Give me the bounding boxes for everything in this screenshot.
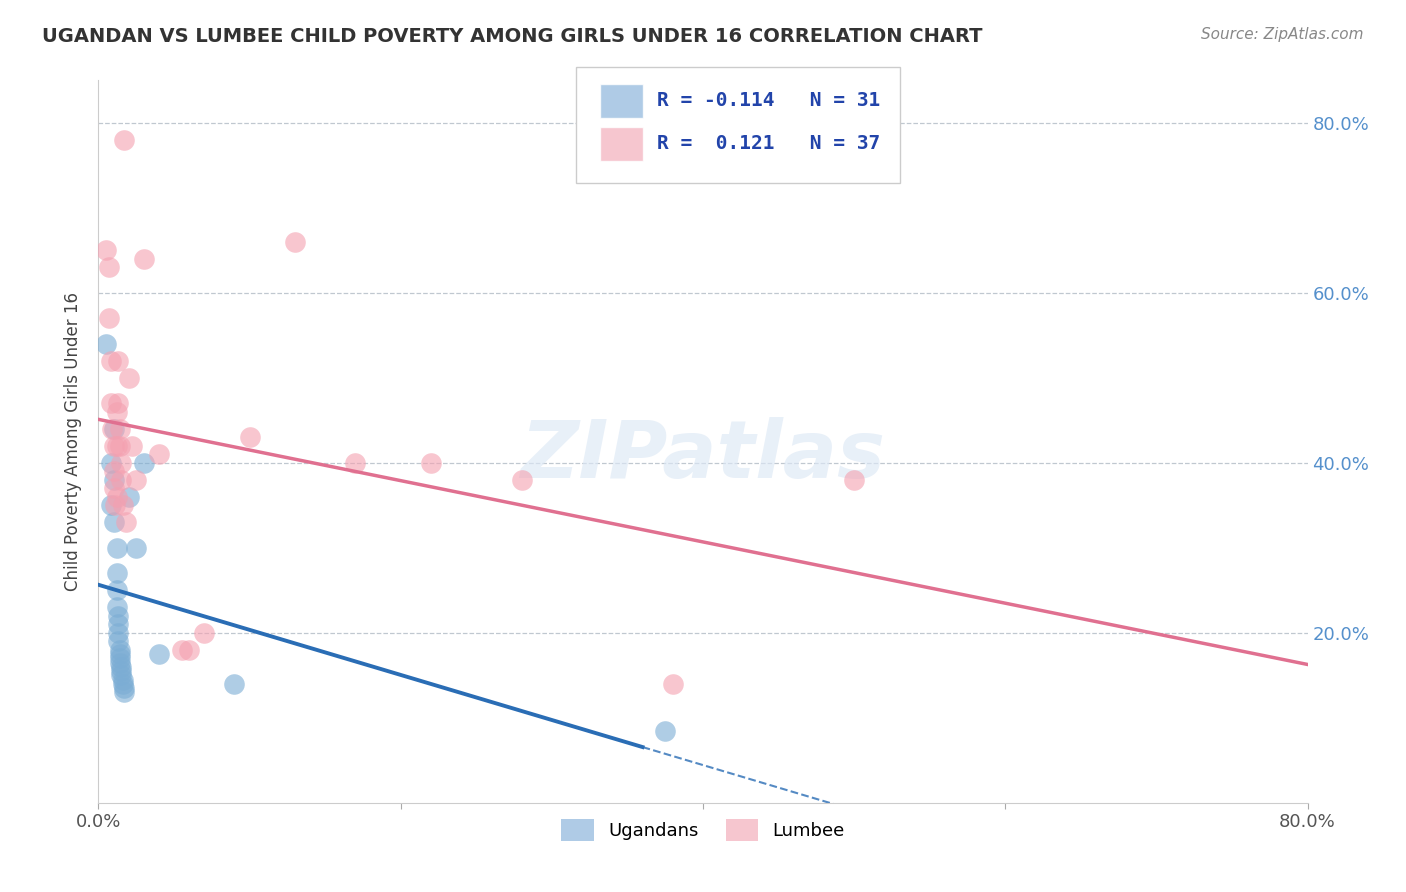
Point bbox=[100, 396, 122, 410]
Point bbox=[111, 498, 134, 512]
Point bbox=[105, 490, 128, 504]
Point bbox=[107, 625, 129, 640]
Point bbox=[108, 422, 131, 436]
Point bbox=[105, 566, 128, 581]
Text: R = -0.114   N = 31: R = -0.114 N = 31 bbox=[657, 91, 880, 111]
Point bbox=[103, 481, 125, 495]
Y-axis label: Child Poverty Among Girls Under 16: Child Poverty Among Girls Under 16 bbox=[65, 292, 83, 591]
Point bbox=[108, 656, 131, 670]
Text: Source: ZipAtlas.com: Source: ZipAtlas.com bbox=[1201, 27, 1364, 42]
Point bbox=[148, 447, 170, 461]
Point bbox=[100, 498, 122, 512]
Point bbox=[105, 583, 128, 598]
Point bbox=[661, 677, 683, 691]
Point bbox=[105, 405, 128, 419]
Point bbox=[94, 336, 117, 351]
Point bbox=[510, 473, 533, 487]
Point bbox=[107, 634, 129, 648]
Point bbox=[125, 541, 148, 555]
Point bbox=[108, 439, 131, 453]
Point bbox=[108, 647, 131, 661]
Point bbox=[118, 490, 141, 504]
Point bbox=[121, 439, 143, 453]
Point bbox=[125, 473, 148, 487]
Point bbox=[111, 677, 134, 691]
Point bbox=[132, 456, 155, 470]
Point bbox=[100, 353, 122, 368]
Point bbox=[108, 651, 131, 665]
Point bbox=[111, 673, 134, 687]
Point bbox=[239, 430, 262, 444]
Point bbox=[224, 677, 246, 691]
Point bbox=[132, 252, 155, 266]
Point bbox=[114, 516, 136, 530]
Point bbox=[107, 617, 129, 632]
Point bbox=[103, 422, 125, 436]
Point bbox=[344, 456, 367, 470]
Point bbox=[103, 516, 125, 530]
Point bbox=[107, 396, 129, 410]
Point bbox=[284, 235, 307, 249]
Point bbox=[105, 600, 128, 615]
Point bbox=[118, 371, 141, 385]
Text: UGANDAN VS LUMBEE CHILD POVERTY AMONG GIRLS UNDER 16 CORRELATION CHART: UGANDAN VS LUMBEE CHILD POVERTY AMONG GI… bbox=[42, 27, 983, 45]
Text: R =  0.121   N = 37: R = 0.121 N = 37 bbox=[657, 134, 880, 153]
Point bbox=[107, 608, 129, 623]
Point bbox=[148, 647, 170, 661]
Point bbox=[108, 642, 131, 657]
Point bbox=[94, 244, 117, 258]
Point bbox=[179, 642, 201, 657]
Point bbox=[110, 664, 132, 678]
Point bbox=[112, 681, 135, 695]
Point bbox=[107, 353, 129, 368]
Point bbox=[170, 642, 193, 657]
Point bbox=[98, 311, 121, 326]
Point bbox=[103, 473, 125, 487]
Point bbox=[103, 439, 125, 453]
Point bbox=[112, 133, 135, 147]
Point bbox=[112, 685, 135, 699]
Point bbox=[110, 668, 132, 682]
Point bbox=[420, 456, 443, 470]
Point bbox=[105, 541, 128, 555]
Point bbox=[844, 473, 866, 487]
Text: ZIPatlas: ZIPatlas bbox=[520, 417, 886, 495]
Point bbox=[110, 473, 132, 487]
Legend: Ugandans, Lumbee: Ugandans, Lumbee bbox=[554, 812, 852, 848]
Point bbox=[104, 498, 127, 512]
Point bbox=[100, 456, 122, 470]
Point bbox=[105, 439, 128, 453]
Point bbox=[110, 660, 132, 674]
Point bbox=[103, 464, 125, 478]
Point bbox=[101, 422, 124, 436]
Point bbox=[98, 260, 121, 275]
Point bbox=[654, 723, 676, 738]
Point bbox=[193, 625, 215, 640]
Point bbox=[110, 456, 132, 470]
